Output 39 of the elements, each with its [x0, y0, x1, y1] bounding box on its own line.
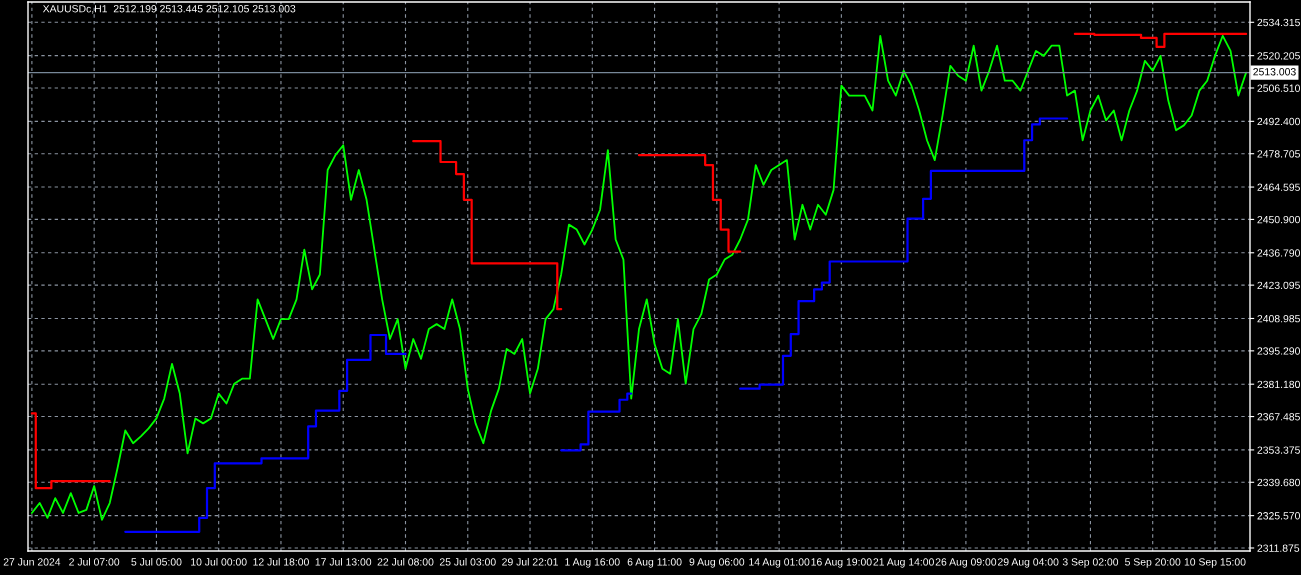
x-tick-label: 29 Jul 22:01 — [502, 557, 558, 566]
y-tick-label: 2367.485 — [1257, 413, 1300, 421]
x-tick-label: 10 Jul 00:00 — [191, 557, 247, 566]
y-tick-label: 2408.985 — [1257, 314, 1300, 323]
y-tick-label: 2325.570 — [1257, 512, 1300, 520]
x-tick-label: 2 Jul 07:00 — [69, 557, 120, 566]
y-tick-label: 2450.900 — [1257, 215, 1300, 224]
y-tick-label: 2492.400 — [1257, 117, 1300, 126]
x-tick-label: 22 Jul 08:00 — [377, 557, 434, 566]
x-tick-label: 9 Aug 06:00 — [689, 558, 745, 568]
y-tick-label: 2534.315 — [1257, 18, 1300, 27]
x-tick-label: 5 Jul 05:00 — [131, 557, 182, 566]
chart-title: XAUUSDc,H1 2512.199 2513.445 2512.105 2513.003 — [42, 5, 296, 14]
y-tick-label: 2423.095 — [1257, 281, 1300, 290]
y-tick-label: 2506.510 — [1257, 84, 1300, 92]
y-tick-label: 2311.875 — [1257, 544, 1300, 552]
y-tick-label: 2339.680 — [1257, 478, 1300, 487]
x-tick-label: 21 Aug 14:00 — [873, 558, 934, 568]
x-tick-label: 1 Aug 16:00 — [565, 558, 620, 568]
x-tick-label: 5 Sep 20:00 — [1125, 558, 1181, 568]
x-tick-label: 6 Aug 11:00 — [627, 558, 682, 568]
x-tick-label: 27 Jun 2024 — [3, 558, 61, 566]
x-tick-label: 16 Aug 19:00 — [811, 558, 872, 568]
y-tick-label: 2478.705 — [1257, 150, 1300, 158]
x-tick-label: 26 Aug 09:00 — [935, 558, 997, 568]
x-tick-label: 17 Jul 13:00 — [315, 557, 372, 566]
y-tick-label: 2353.375 — [1257, 446, 1300, 454]
y-tick-label: 2436.790 — [1257, 249, 1300, 257]
x-tick-label: 10 Sep 15:00 — [1184, 558, 1246, 568]
x-tick-label: 29 Aug 04:00 — [998, 558, 1059, 568]
y-tick-label: 2381.180 — [1257, 380, 1300, 389]
x-tick-label: 25 Jul 03:00 — [439, 557, 496, 566]
y-tick-label: 2395.290 — [1257, 347, 1300, 355]
y-tick-label: 2520.205 — [1257, 52, 1300, 60]
ref-line-label: 2513.003 — [1253, 68, 1296, 76]
x-tick-label: 3 Sep 02:00 — [1062, 558, 1119, 568]
y-tick-label: 2464.595 — [1257, 183, 1300, 191]
x-tick-label: 12 Jul 18:00 — [253, 557, 309, 566]
x-tick-label: 14 Aug 01:00 — [749, 558, 810, 568]
